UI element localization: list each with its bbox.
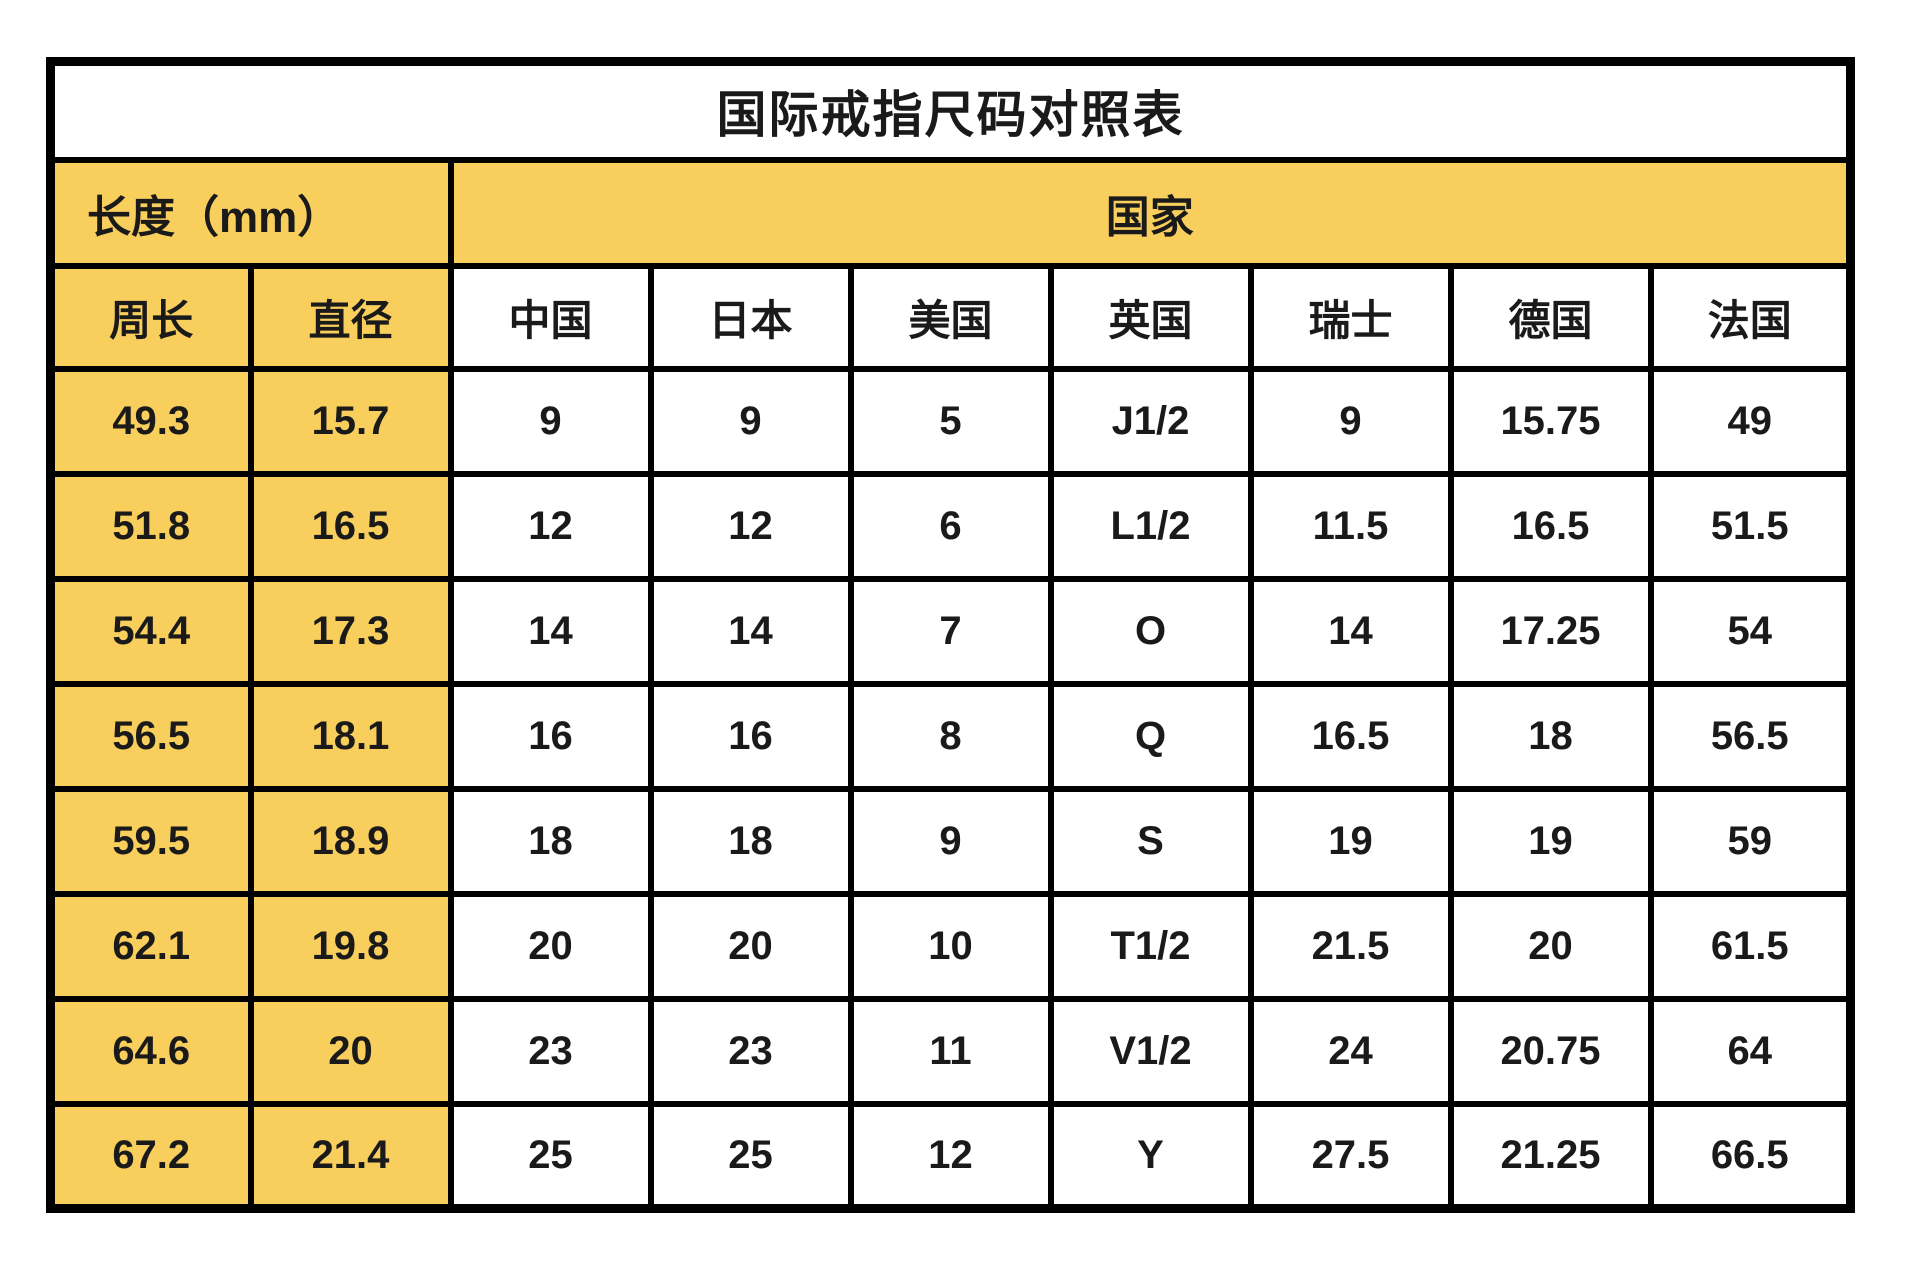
table-cell: 64 bbox=[1647, 995, 1854, 1107]
table-cell: 10 bbox=[847, 890, 1054, 1002]
table-cell: 15.7 bbox=[247, 365, 454, 477]
table-cell: 12 bbox=[647, 470, 854, 582]
table-cell: 51.5 bbox=[1647, 470, 1854, 582]
table-cell: 21.4 bbox=[247, 1100, 454, 1212]
table-cell: 19 bbox=[1447, 785, 1654, 897]
table-cell: 20 bbox=[647, 890, 854, 1002]
table-cell: 66.5 bbox=[1647, 1100, 1854, 1212]
table-cell: 61.5 bbox=[1647, 890, 1854, 1002]
table-cell: 11.5 bbox=[1247, 470, 1454, 582]
table-cell: 20 bbox=[1447, 890, 1654, 1002]
table-cell: 11 bbox=[847, 995, 1054, 1107]
table-cell: 17.3 bbox=[247, 575, 454, 687]
table-cell: 9 bbox=[1247, 365, 1454, 477]
table-cell: 20 bbox=[447, 890, 654, 1002]
table-cell: 9 bbox=[447, 365, 654, 477]
table-cell: 18.9 bbox=[247, 785, 454, 897]
table-cell: 54.4 bbox=[47, 575, 254, 687]
table-cell: 16 bbox=[647, 680, 854, 792]
table-cell: 56.5 bbox=[47, 680, 254, 792]
table-cell: 67.2 bbox=[47, 1100, 254, 1212]
table-title: 国际戒指尺码对照表 bbox=[47, 58, 1854, 163]
table-cell: 15.75 bbox=[1447, 365, 1654, 477]
column-header-1: 直径 bbox=[247, 262, 454, 372]
table-cell: 21.25 bbox=[1447, 1100, 1654, 1212]
header-group-row: 长度（mm） 国家 bbox=[47, 156, 1854, 269]
table-cell: 27.5 bbox=[1247, 1100, 1454, 1212]
ring-size-table: 国际戒指尺码对照表 长度（mm） 国家 周长 直径 中国 日本 美国 英国 瑞士 德国 法国 4… bbox=[46, 57, 1855, 1213]
table-cell: 5 bbox=[847, 365, 1054, 477]
table-cell: 12 bbox=[847, 1100, 1054, 1212]
column-header-6: 瑞士 bbox=[1247, 262, 1454, 372]
column-header-0: 周长 bbox=[47, 262, 254, 372]
table-cell: 24 bbox=[1247, 995, 1454, 1107]
header-length-mm: 长度（mm） bbox=[47, 156, 454, 269]
table-row-5: 62.1 19.8 20 20 10 T1/2 21.5 20 61.5 bbox=[47, 890, 1854, 1002]
table-cell: 14 bbox=[647, 575, 854, 687]
table-cell: 9 bbox=[647, 365, 854, 477]
table-cell: V1/2 bbox=[1047, 995, 1254, 1107]
table-cell: 51.8 bbox=[47, 470, 254, 582]
table-cell: 64.6 bbox=[47, 995, 254, 1107]
table-cell: 54 bbox=[1647, 575, 1854, 687]
table-cell: 62.1 bbox=[47, 890, 254, 1002]
table-cell: 9 bbox=[847, 785, 1054, 897]
table-cell: 17.25 bbox=[1447, 575, 1654, 687]
table-cell: 49.3 bbox=[47, 365, 254, 477]
table-cell: 59.5 bbox=[47, 785, 254, 897]
table-row-6: 64.6 20 23 23 11 V1/2 24 20.75 64 bbox=[47, 995, 1854, 1107]
table-cell: 14 bbox=[447, 575, 654, 687]
table-cell: 59 bbox=[1647, 785, 1854, 897]
table-row-2: 54.4 17.3 14 14 7 O 14 17.25 54 bbox=[47, 575, 1854, 687]
table-cell: 6 bbox=[847, 470, 1054, 582]
table-cell: 8 bbox=[847, 680, 1054, 792]
table-row-0: 49.3 15.7 9 9 5 J1/2 9 15.75 49 bbox=[47, 365, 1854, 477]
table-cell: T1/2 bbox=[1047, 890, 1254, 1002]
table-row-4: 59.5 18.9 18 18 9 S 19 19 59 bbox=[47, 785, 1854, 897]
table-cell: 49 bbox=[1647, 365, 1854, 477]
table-cell: 18 bbox=[647, 785, 854, 897]
table-row-3: 56.5 18.1 16 16 8 Q 16.5 18 56.5 bbox=[47, 680, 1854, 792]
table-cell: Y bbox=[1047, 1100, 1254, 1212]
table-cell: 18.1 bbox=[247, 680, 454, 792]
table-cell: 19 bbox=[1247, 785, 1454, 897]
column-header-2: 中国 bbox=[447, 262, 654, 372]
table-cell: 12 bbox=[447, 470, 654, 582]
table-cell: 18 bbox=[1447, 680, 1654, 792]
table-cell: 18 bbox=[447, 785, 654, 897]
title-row: 国际戒指尺码对照表 bbox=[47, 58, 1854, 163]
table-cell: J1/2 bbox=[1047, 365, 1254, 477]
table-cell: 20 bbox=[247, 995, 454, 1107]
table-cell: 23 bbox=[447, 995, 654, 1107]
column-header-7: 德国 bbox=[1447, 262, 1654, 372]
table-cell: 16.5 bbox=[247, 470, 454, 582]
column-header-5: 英国 bbox=[1047, 262, 1254, 372]
header-country: 国家 bbox=[447, 156, 1854, 269]
table-cell: S bbox=[1047, 785, 1254, 897]
table-cell: 21.5 bbox=[1247, 890, 1454, 1002]
column-header-row: 周长 直径 中国 日本 美国 英国 瑞士 德国 法国 bbox=[47, 262, 1854, 372]
table-cell: O bbox=[1047, 575, 1254, 687]
table-cell: 14 bbox=[1247, 575, 1454, 687]
table-cell: 7 bbox=[847, 575, 1054, 687]
table-cell: L1/2 bbox=[1047, 470, 1254, 582]
table-cell: 23 bbox=[647, 995, 854, 1107]
table-cell: 16.5 bbox=[1447, 470, 1654, 582]
table-cell: Q bbox=[1047, 680, 1254, 792]
table-cell: 20.75 bbox=[1447, 995, 1654, 1107]
table-cell: 16 bbox=[447, 680, 654, 792]
table-cell: 16.5 bbox=[1247, 680, 1454, 792]
table-cell: 19.8 bbox=[247, 890, 454, 1002]
table-cell: 25 bbox=[447, 1100, 654, 1212]
table-cell: 25 bbox=[647, 1100, 854, 1212]
table-row-1: 51.8 16.5 12 12 6 L1/2 11.5 16.5 51.5 bbox=[47, 470, 1854, 582]
table-cell: 56.5 bbox=[1647, 680, 1854, 792]
table-row-7: 67.2 21.4 25 25 12 Y 27.5 21.25 66.5 bbox=[47, 1100, 1854, 1212]
column-header-8: 法国 bbox=[1647, 262, 1854, 372]
column-header-4: 美国 bbox=[847, 262, 1054, 372]
column-header-3: 日本 bbox=[647, 262, 854, 372]
